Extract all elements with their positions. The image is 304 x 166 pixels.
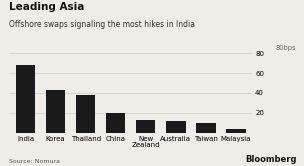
Bar <box>76 95 95 133</box>
Text: Bloomberg: Bloomberg <box>245 155 296 164</box>
Text: Leading Asia: Leading Asia <box>9 2 85 12</box>
Bar <box>46 90 65 133</box>
Bar <box>136 120 155 133</box>
Bar <box>196 123 216 133</box>
Text: Offshore swaps signaling the most hikes in India: Offshore swaps signaling the most hikes … <box>9 20 195 29</box>
Bar <box>16 65 35 133</box>
Text: Source: Nomura: Source: Nomura <box>9 159 60 164</box>
Bar <box>166 121 185 133</box>
Bar <box>226 129 246 133</box>
Bar <box>106 113 126 133</box>
Text: 80bps: 80bps <box>276 45 296 51</box>
